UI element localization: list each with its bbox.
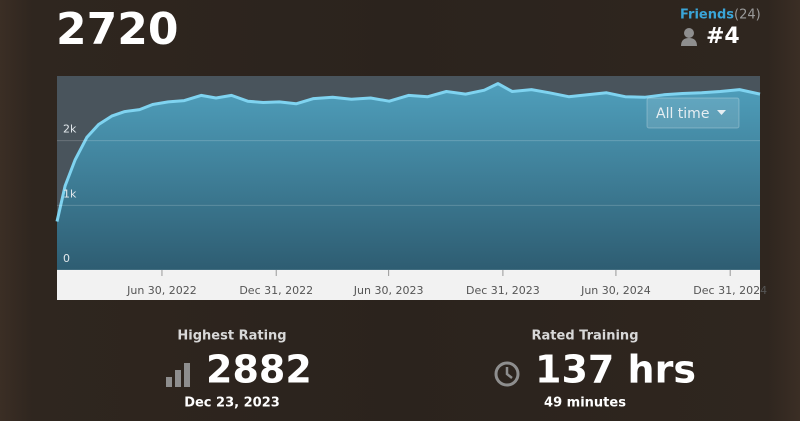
highest-value: 2882: [206, 348, 312, 392]
x-tick-label: Dec 31, 2024: [693, 284, 767, 297]
x-tick-label: Jun 30, 2022: [126, 284, 197, 297]
training-title: Rated Training: [532, 329, 639, 344]
user-icon: [681, 28, 697, 46]
filter-label[interactable]: All time: [656, 106, 709, 122]
training-value: 137 hrs: [535, 348, 696, 392]
friends-count: (24): [734, 8, 761, 23]
x-tick-label: Jun 30, 2023: [353, 284, 424, 297]
friends-link[interactable]: Friends: [680, 8, 734, 23]
highest-date: Dec 23, 2023: [184, 396, 280, 411]
filter-box[interactable]: [646, 97, 740, 129]
area-fill: [57, 83, 760, 270]
bar-icon: [166, 363, 190, 387]
y-tick-label: 0: [63, 252, 70, 265]
x-tick-label: Dec 31, 2022: [239, 284, 313, 297]
rating-line: [55, 82, 761, 222]
x-axis-strip: [57, 270, 760, 300]
filter-caret: [717, 110, 726, 115]
y-tick-label: 1k: [63, 187, 77, 200]
time-filter[interactable]: All time: [646, 97, 740, 129]
current-rating: 2720: [56, 4, 178, 55]
training-minutes: 49 minutes: [544, 396, 626, 411]
y-tick-label: 2k: [63, 123, 77, 136]
clock-icon: [494, 361, 520, 387]
friends-rank: #4: [706, 24, 740, 49]
x-tick-label: Dec 31, 2023: [466, 284, 540, 297]
x-tick-label: Jun 30, 2024: [580, 284, 651, 297]
highest-title: Highest Rating: [177, 329, 286, 344]
rating-chart: 0 1k 2k Jun 30, 2022 Dec 31, 2022 Jun 30, 202…: [55, 82, 767, 297]
